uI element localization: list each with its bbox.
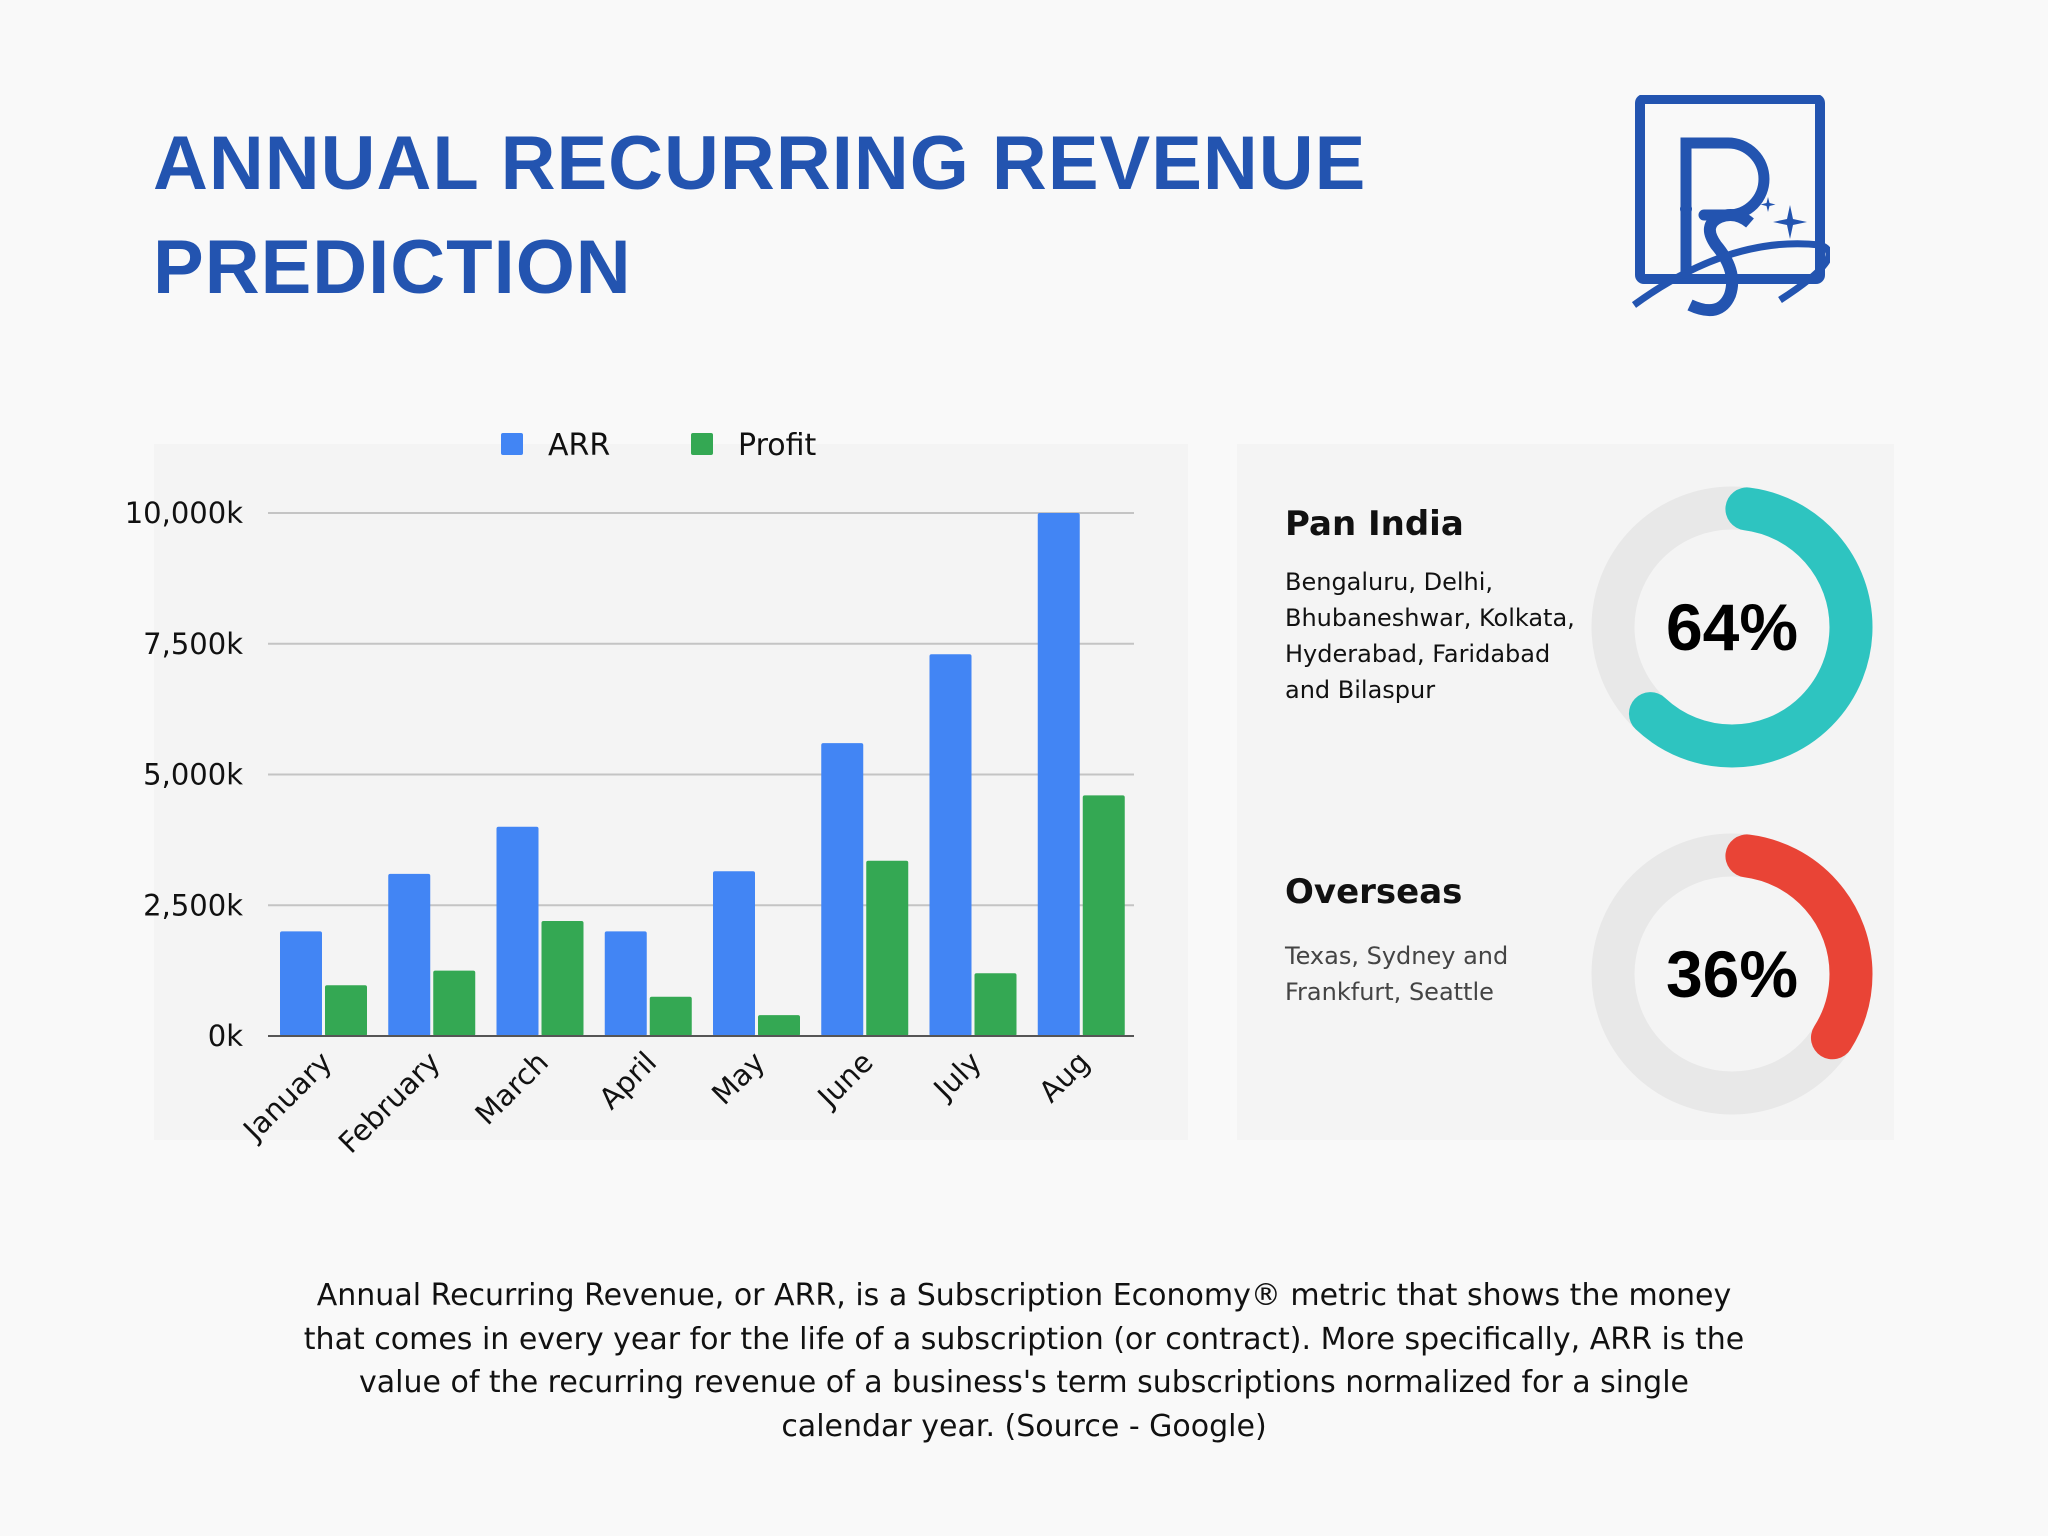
legend-swatch-arr bbox=[501, 433, 523, 455]
bar-arr-june bbox=[821, 743, 864, 1036]
donut-arc bbox=[1591, 486, 1873, 768]
bar-profit-february bbox=[433, 970, 476, 1036]
bar-arr-aug bbox=[1037, 513, 1080, 1036]
x-tick-label: March bbox=[468, 1045, 555, 1132]
region-description-pan-india: Bengaluru, Delhi, Bhubaneshwar, Kolkata,… bbox=[1285, 568, 1575, 704]
y-tick-label: 2,500k bbox=[143, 888, 243, 922]
bar-arr-may bbox=[713, 871, 755, 1036]
bar-arr-april bbox=[604, 931, 647, 1036]
bar-chart: 0k 2,500k 5,000k 7,500k 10,000k JanuaryFebrua… bbox=[125, 428, 1134, 1160]
page-title: ANNUAL RECURRING REVENUE PREDICTION bbox=[153, 121, 1367, 310]
regions-panel: Pan India Bengaluru, Delhi, Bhubaneshwar… bbox=[1237, 444, 1894, 1140]
x-tick-label: January bbox=[235, 1045, 338, 1148]
donut-percent-pan-india: 64% bbox=[1665, 590, 1799, 664]
footer-description: Annual Recurring Revenue, or ARR, is a S… bbox=[303, 1278, 1745, 1444]
bar-arr-january bbox=[280, 931, 322, 1036]
y-tick-label: 5,000k bbox=[143, 758, 243, 792]
bar-profit-april bbox=[649, 996, 692, 1036]
donut-percent-overseas: 36% bbox=[1665, 937, 1799, 1011]
y-tick-label: 10,000k bbox=[125, 496, 243, 530]
legend-label-profit: Profit bbox=[738, 428, 816, 463]
logo bbox=[1631, 95, 1830, 317]
bar-profit-march bbox=[541, 920, 584, 1036]
x-tick-label: July bbox=[926, 1045, 988, 1107]
y-tick-label: 0k bbox=[208, 1019, 243, 1053]
bar-arr-march bbox=[496, 826, 539, 1036]
y-tick-label: 7,500k bbox=[143, 627, 243, 661]
x-tick-label: February bbox=[332, 1045, 447, 1160]
bar-profit-january bbox=[325, 985, 367, 1036]
bar-profit-may bbox=[758, 1015, 800, 1036]
bar-arr-july bbox=[929, 654, 972, 1036]
bar-profit-aug bbox=[1082, 795, 1125, 1036]
x-tick-label: April bbox=[592, 1045, 663, 1116]
region-description-overseas: Texas, Sydney and Frankfurt, Seattle bbox=[1285, 942, 1509, 1006]
bar-chart-panel: 0k 2,500k 5,000k 7,500k 10,000k January Februa… bbox=[125, 428, 1188, 1160]
x-tick-label: May bbox=[705, 1045, 771, 1111]
x-tick-label: June bbox=[810, 1045, 880, 1115]
legend-swatch-profit bbox=[691, 433, 713, 455]
x-tick-label: Aug bbox=[1032, 1045, 1096, 1109]
bar-profit-june bbox=[866, 860, 909, 1036]
bar-arr-february bbox=[388, 873, 431, 1036]
region-title-pan-india: Pan India bbox=[1285, 504, 1464, 544]
legend-label-arr: ARR bbox=[548, 428, 610, 463]
bar-profit-july bbox=[974, 973, 1017, 1036]
donut-overseas: 36% bbox=[1587, 829, 1877, 1119]
region-title-overseas: Overseas bbox=[1285, 872, 1463, 912]
donut-pan-india: 64% bbox=[1587, 482, 1877, 772]
donut-arc bbox=[1591, 833, 1873, 1115]
